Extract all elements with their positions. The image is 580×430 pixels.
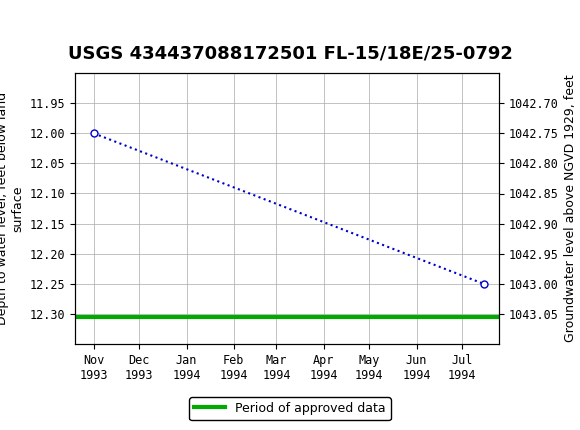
Y-axis label: Depth to water level, feet below land
surface: Depth to water level, feet below land su… <box>0 92 24 325</box>
Y-axis label: Groundwater level above NGVD 1929, feet: Groundwater level above NGVD 1929, feet <box>564 75 577 342</box>
Text: ≡USGS: ≡USGS <box>12 16 88 35</box>
Text: USGS 434437088172501 FL-15/18E/25-0792: USGS 434437088172501 FL-15/18E/25-0792 <box>67 44 513 62</box>
Legend: Period of approved data: Period of approved data <box>189 397 391 420</box>
